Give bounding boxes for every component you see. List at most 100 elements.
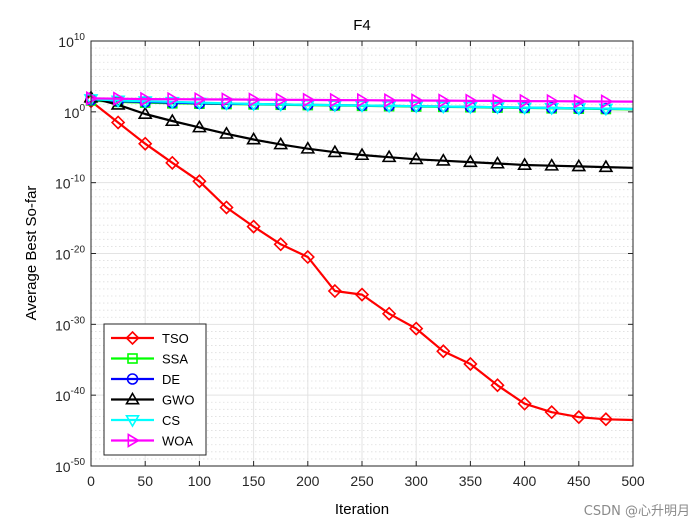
data-point-woa <box>86 90 99 106</box>
data-point-cs <box>517 102 532 116</box>
data-point-tso <box>110 115 126 130</box>
series-line-woa <box>90 97 634 103</box>
data-point-tso <box>517 396 532 411</box>
data-point-cs <box>435 101 451 115</box>
data-point-woa <box>573 93 587 109</box>
data-point-gwo <box>435 153 451 166</box>
data-point-woa <box>438 93 451 109</box>
series-line-cs <box>90 98 634 111</box>
legend-item-woa: WOA <box>111 433 193 449</box>
legend-label-cs: CS <box>162 413 180 428</box>
data-point-tso <box>354 287 370 302</box>
data-point-woa <box>140 91 153 107</box>
data-point-woa <box>275 92 289 108</box>
data-point-tso <box>273 237 288 252</box>
data-point-woa <box>113 91 126 107</box>
data-point-tso <box>192 174 207 189</box>
legend-marker-cs <box>125 414 140 428</box>
y-tick-label: 10-40 <box>55 386 85 404</box>
data-point-tso <box>219 200 234 215</box>
data-point-gwo <box>137 106 153 119</box>
y-tick-label: 10-50 <box>55 457 85 475</box>
data-point-tso <box>544 405 559 420</box>
x-tick-label: 250 <box>350 473 374 489</box>
data-point-woa <box>492 93 506 109</box>
tick-layer: 0 50 100 150 200 250 300 350 400 450 500 10-50 10-40… <box>55 32 645 489</box>
data-point-gwo <box>164 113 180 127</box>
y-tick-label: 1010 <box>58 32 85 50</box>
x-axis-label: Iteration <box>335 501 389 518</box>
x-tick-label: 450 <box>567 473 591 489</box>
legend-marker-gwo <box>125 391 140 405</box>
data-point-tso <box>300 249 315 265</box>
legend-item-ssa: SSA <box>111 352 188 367</box>
legend: TSO SSA DE GWO CS WOA <box>103 323 207 456</box>
legend-label-ssa: SSA <box>162 352 188 367</box>
legend-marker-tso <box>125 330 140 346</box>
legend-marker-de <box>126 373 139 385</box>
data-point-woa <box>384 92 397 108</box>
data-point-cs <box>408 101 424 114</box>
legend-item-cs: CS <box>111 413 180 428</box>
data-point-woa <box>411 93 424 108</box>
series-tso <box>83 94 634 427</box>
x-tick-label: 400 <box>513 473 537 489</box>
data-point-cs <box>137 96 153 109</box>
data-point-gwo <box>273 136 289 150</box>
series-line-tso <box>90 100 634 422</box>
data-point-woa <box>221 92 235 107</box>
data-point-cs <box>490 102 505 115</box>
legend-item-tso: TSO <box>111 330 189 346</box>
data-point-woa <box>356 92 370 108</box>
x-tick-label: 100 <box>188 473 212 489</box>
y-tick-label: 10-30 <box>55 315 85 333</box>
series-woa <box>86 90 634 109</box>
data-point-gwo <box>219 126 234 139</box>
chart-title: F4 <box>353 17 371 34</box>
data-point-tso <box>490 378 505 393</box>
data-point-gwo <box>544 158 560 171</box>
data-point-woa <box>600 94 614 109</box>
x-tick-label: 350 <box>459 473 483 489</box>
x-tick-label: 150 <box>242 473 266 489</box>
legend-marker-woa <box>127 433 141 448</box>
data-point-woa <box>194 91 207 107</box>
x-tick-label: 0 <box>87 473 95 489</box>
data-point-gwo <box>381 149 397 163</box>
series-layer <box>83 90 634 427</box>
legend-item-gwo: GWO <box>111 391 195 408</box>
legend-label-gwo: GWO <box>162 393 195 408</box>
data-point-cs <box>164 96 180 110</box>
data-point-tso <box>598 412 614 427</box>
data-point-tso <box>436 344 451 359</box>
data-point-gwo <box>192 119 207 133</box>
data-point-tso <box>327 283 343 299</box>
data-point-woa <box>248 92 262 108</box>
data-point-tso <box>165 155 180 170</box>
y-tick-label: 10-20 <box>55 245 85 263</box>
data-point-woa <box>302 92 316 108</box>
data-point-woa <box>465 93 478 109</box>
data-point-gwo <box>517 157 532 170</box>
series-gwo <box>83 90 634 173</box>
data-point-woa <box>167 91 180 107</box>
legend-label-woa: WOA <box>162 434 193 449</box>
data-point-gwo <box>354 147 370 161</box>
data-point-woa <box>329 92 343 108</box>
y-tick-label: 100 <box>64 103 86 121</box>
legend-box <box>103 323 207 456</box>
data-point-gwo <box>408 151 424 165</box>
data-point-cs <box>381 100 397 114</box>
watermark: CSDN @心升明月 <box>584 504 690 519</box>
data-point-tso <box>409 321 424 336</box>
data-point-cs <box>463 101 478 115</box>
x-tick-label: 200 <box>296 473 320 489</box>
data-point-tso <box>571 409 586 425</box>
x-tick-label: 300 <box>405 473 429 489</box>
data-point-gwo <box>571 158 587 172</box>
x-tick-label: 50 <box>137 473 153 489</box>
y-axis-label: Average Best So-far <box>23 186 40 321</box>
legend-label-tso: TSO <box>162 331 189 346</box>
data-point-gwo <box>246 131 261 145</box>
